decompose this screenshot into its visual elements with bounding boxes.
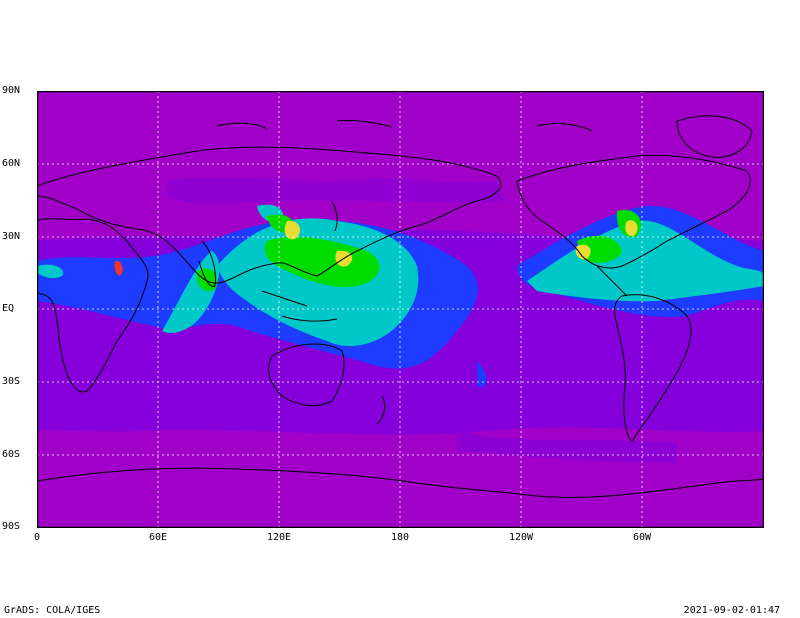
map-frame	[37, 91, 764, 528]
lat-label-30s: 30S	[2, 376, 21, 387]
lon-label-60w: 60W	[632, 532, 652, 543]
coastlines	[37, 115, 764, 498]
timestamp: 2021-09-02-01:47	[683, 605, 780, 616]
lat-lon-grid	[37, 91, 764, 528]
lat-label-30n: 30N	[2, 231, 21, 242]
lon-label-120w: 120W	[508, 532, 534, 543]
grads-credit: GrADS: COLA/IGES	[4, 605, 101, 616]
global-precip-map	[37, 91, 764, 528]
lat-label-60n: 60N	[2, 158, 21, 169]
lon-label-180: 180	[390, 532, 410, 543]
lon-label-0: 0	[33, 532, 41, 543]
lat-label-60s: 60S	[2, 449, 21, 460]
lat-label-90s: 90S	[2, 521, 21, 532]
lat-label-eq: EQ	[2, 303, 15, 314]
lon-label-60e: 60E	[148, 532, 168, 543]
lat-label-90n: 90N	[2, 85, 21, 96]
precip-red-spot	[114, 260, 123, 276]
lon-label-120e: 120E	[266, 532, 292, 543]
